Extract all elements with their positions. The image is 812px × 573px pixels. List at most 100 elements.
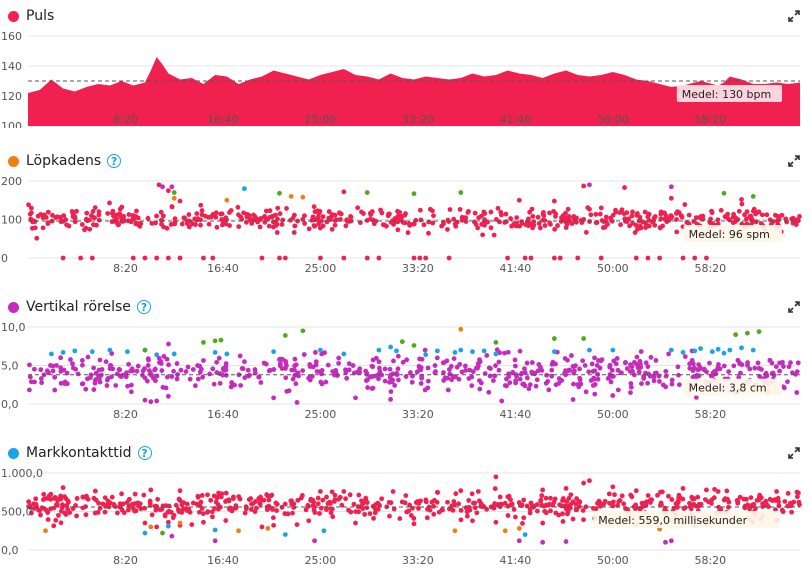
data-point [573, 363, 578, 369]
data-point [392, 216, 398, 221]
data-point [185, 364, 191, 370]
data-point [603, 214, 609, 220]
data-point [614, 355, 620, 361]
data-point [367, 511, 373, 517]
data-point [707, 360, 712, 366]
data-point [764, 502, 770, 508]
data-point [70, 361, 75, 367]
data-point [739, 345, 744, 351]
data-point [458, 488, 464, 494]
data-point [199, 208, 205, 213]
data-point [58, 214, 64, 220]
data-point [294, 522, 300, 527]
x-tick-label: 8:20 [113, 113, 138, 126]
expand-icon[interactable] [788, 447, 800, 459]
data-point [542, 223, 548, 228]
data-point [786, 364, 792, 370]
data-point [668, 347, 674, 353]
data-point [511, 506, 517, 512]
data-point [481, 503, 486, 509]
data-point [527, 506, 533, 512]
data-point [109, 494, 115, 500]
data-point [418, 498, 423, 504]
expand-icon[interactable] [788, 155, 800, 167]
data-point [543, 380, 549, 386]
data-point [168, 221, 174, 227]
data-point [496, 367, 502, 373]
data-point [669, 497, 675, 502]
data-point [315, 208, 321, 214]
data-point [184, 508, 190, 513]
data-point [359, 209, 364, 215]
data-point [307, 374, 313, 380]
data-point [793, 371, 799, 377]
data-point [516, 538, 522, 544]
data-point [641, 376, 647, 381]
data-point [504, 383, 509, 389]
data-point [431, 503, 436, 509]
data-point [704, 255, 709, 261]
data-point [132, 491, 138, 497]
data-point [541, 503, 547, 509]
data-point [187, 376, 193, 382]
data-point [211, 381, 217, 387]
data-point [212, 527, 218, 533]
data-point [146, 357, 151, 363]
data-point [651, 374, 657, 380]
data-point [569, 353, 574, 358]
data-point [145, 363, 151, 368]
data-point [181, 500, 187, 506]
data-point [709, 349, 715, 355]
data-point [639, 381, 644, 386]
data-point [745, 502, 751, 508]
data-point [512, 363, 518, 369]
data-point [452, 502, 457, 508]
data-point [727, 347, 733, 353]
data-point [467, 367, 473, 373]
expand-icon[interactable] [788, 10, 800, 22]
data-point [599, 218, 605, 223]
average-label: Medel: 559,0 millisekunder [593, 510, 780, 528]
data-point [263, 208, 269, 214]
data-point [119, 507, 125, 513]
data-point [560, 519, 566, 524]
data-point [142, 347, 148, 353]
help-icon[interactable]: ? [136, 300, 151, 314]
data-point [510, 369, 516, 375]
data-point [92, 488, 98, 494]
data-point [773, 507, 778, 513]
data-point [330, 369, 336, 374]
data-point [596, 498, 602, 504]
x-tick-label: 33:20 [402, 408, 434, 421]
data-point [540, 520, 546, 526]
x-tick-label: 41:40 [500, 554, 532, 567]
data-point [280, 217, 286, 223]
help-icon[interactable]: ? [107, 154, 122, 168]
data-point [560, 498, 565, 503]
data-point [110, 208, 116, 214]
data-point [527, 382, 533, 388]
data-point [458, 347, 464, 353]
data-point [165, 523, 171, 529]
data-point [595, 376, 601, 382]
data-point [283, 375, 289, 381]
data-point [386, 500, 392, 505]
data-point [581, 517, 586, 523]
data-point [464, 513, 470, 519]
data-point [682, 202, 688, 207]
data-point [376, 359, 382, 365]
y-tick-label: 0,0 [1, 544, 19, 557]
data-point [364, 190, 370, 195]
data-point [64, 381, 70, 387]
data-point [370, 385, 376, 391]
data-point [388, 389, 394, 395]
expand-icon[interactable] [788, 301, 800, 313]
data-point [300, 194, 306, 200]
data-point [637, 223, 643, 229]
data-point [284, 206, 289, 211]
data-point [154, 213, 159, 219]
help-icon[interactable]: ? [137, 446, 152, 460]
data-point [411, 191, 417, 197]
data-point [102, 509, 108, 515]
data-point [781, 385, 787, 391]
